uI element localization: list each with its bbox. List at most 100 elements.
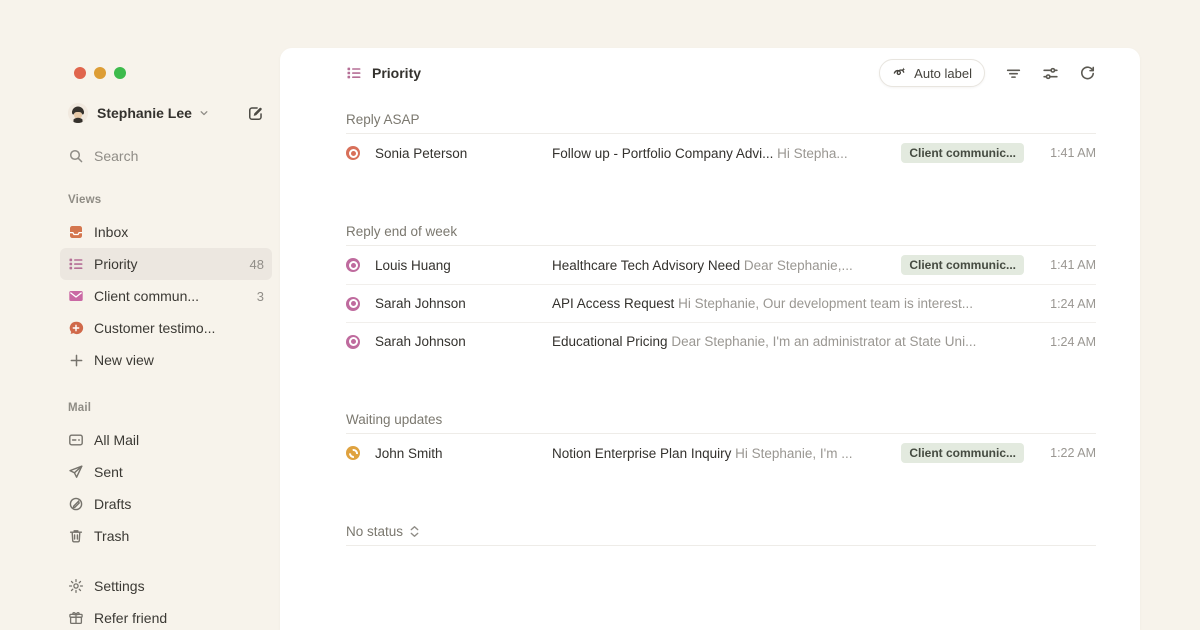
email-preview: Hi Stephanie, I'm ... — [735, 445, 853, 461]
email-preview: Dear Stephanie, I'm an administrator at … — [671, 334, 977, 349]
sidebar-footer: Settings Refer friend — [68, 570, 272, 630]
sidebar-item-label: Inbox — [94, 224, 129, 240]
chat-plus-icon — [68, 320, 84, 336]
email-sender: John Smith — [375, 445, 443, 461]
sidebar-item-drafts[interactable]: Drafts — [60, 488, 272, 520]
group-header: Reply ASAP — [346, 106, 1096, 134]
group-reply-end-of-week: Reply end of week Louis Huang Healthcare… — [346, 218, 1096, 360]
email-row[interactable]: Sarah Johnson API Access Request Hi Step… — [346, 284, 1096, 322]
email-row[interactable]: Sarah Johnson Educational Pricing Dear S… — [346, 322, 1096, 360]
sidebar-item-label: All Mail — [94, 432, 140, 448]
display-settings-icon[interactable] — [1042, 65, 1059, 82]
email-row[interactable]: Louis Huang Healthcare Tech Advisory Nee… — [346, 246, 1096, 284]
group-header[interactable]: No status — [346, 518, 1096, 546]
refresh-icon[interactable] — [1079, 65, 1096, 82]
window-controls — [74, 67, 126, 79]
expand-collapse-icon[interactable] — [409, 525, 420, 538]
workspace-switcher[interactable]: Stephanie Lee — [68, 100, 272, 126]
sidebar-item-label: Client commun... — [94, 288, 200, 304]
auto-label-wand-icon — [892, 66, 907, 81]
priority-list-icon — [68, 256, 84, 272]
status-reply-eow-icon — [346, 296, 360, 311]
auto-label-button[interactable]: Auto label — [879, 59, 985, 87]
sidebar-item-client-communication[interactable]: Client commun... 3 — [60, 280, 272, 312]
minimize-window-button[interactable] — [94, 67, 106, 79]
status-reply-asap-icon — [346, 146, 360, 160]
email-time: 1:41 AM — [1050, 258, 1096, 272]
sidebar-item-label: Settings — [94, 578, 145, 594]
sidebar-item-label: New view — [94, 352, 154, 368]
group-label: No status — [346, 524, 420, 539]
sidebar-item-trash[interactable]: Trash — [60, 520, 272, 552]
status-waiting-icon — [346, 446, 360, 460]
mail-section-label: Mail — [68, 402, 92, 414]
email-row[interactable]: John Smith Notion Enterprise Plan Inquir… — [346, 434, 1096, 472]
email-subject-preview: Educational Pricing Dear Stephanie, I'm … — [552, 334, 1024, 349]
sidebar-item-priority[interactable]: Priority 48 — [60, 248, 272, 280]
zoom-window-button[interactable] — [114, 67, 126, 79]
search-input[interactable]: Search — [68, 142, 272, 170]
sidebar-item-label: Refer friend — [94, 610, 168, 626]
email-sender: Sarah Johnson — [375, 334, 466, 349]
trash-icon — [68, 528, 84, 544]
sidebar-item-new-view[interactable]: New view — [60, 344, 272, 376]
draft-icon — [68, 496, 84, 512]
status-reply-eow-icon — [346, 334, 360, 349]
label-badge[interactable]: Client communic... — [901, 443, 1024, 463]
email-subject: Educational Pricing — [552, 334, 668, 349]
page-title: Priority — [372, 65, 422, 81]
email-subject-preview: Follow up - Portfolio Company Advi... Hi… — [552, 146, 885, 161]
sidebar-item-refer-friend[interactable]: Refer friend — [60, 602, 272, 630]
email-sender: Sarah Johnson — [375, 296, 466, 311]
envelope-icon — [68, 288, 84, 304]
gift-icon — [68, 610, 84, 626]
label-badge[interactable]: Client communic... — [901, 255, 1024, 275]
email-sender: Louis Huang — [375, 257, 451, 273]
email-time: 1:24 AM — [1050, 296, 1096, 311]
group-label: Reply ASAP — [346, 112, 420, 127]
compose-icon[interactable] — [247, 105, 264, 122]
unread-count: 48 — [249, 256, 264, 272]
email-row[interactable]: Sonia Peterson Follow up - Portfolio Com… — [346, 134, 1096, 172]
status-reply-eow-icon — [346, 258, 360, 272]
sidebar-item-sent[interactable]: Sent — [60, 456, 272, 488]
priority-list-icon — [346, 65, 362, 81]
unread-count: 3 — [256, 288, 264, 304]
all-mail-icon — [68, 432, 84, 448]
sidebar-item-all-mail[interactable]: All Mail — [60, 424, 272, 456]
filter-icon[interactable] — [1005, 65, 1022, 82]
chevron-down-icon — [199, 108, 209, 118]
plus-icon — [68, 352, 84, 368]
close-window-button[interactable] — [74, 67, 86, 79]
group-label: Reply end of week — [346, 224, 458, 239]
email-subject-preview: API Access Request Hi Stephanie, Our dev… — [552, 296, 1024, 311]
email-preview: Hi Stephanie, Our development team is in… — [678, 296, 973, 311]
sidebar-item-settings[interactable]: Settings — [60, 570, 272, 602]
list-header: Priority Auto label — [280, 48, 1140, 98]
group-no-status: No status — [346, 518, 1096, 546]
sidebar-item-customer-testimonials[interactable]: Customer testimo... — [60, 312, 272, 344]
group-header: Waiting updates — [346, 406, 1096, 434]
label-badge[interactable]: Client communic... — [901, 143, 1024, 163]
sidebar-item-label: Trash — [94, 528, 130, 544]
sidebar: Stephanie Lee Search Views Inbox Priorit… — [0, 0, 280, 630]
email-sender: Sonia Peterson — [375, 145, 468, 161]
toolbar: Auto label — [879, 59, 1096, 87]
email-preview: Hi Stepha... — [777, 145, 848, 161]
email-subject: Notion Enterprise Plan Inquiry — [552, 445, 732, 461]
email-time: 1:41 AM — [1050, 146, 1096, 160]
email-subject-preview: Notion Enterprise Plan Inquiry Hi Stepha… — [552, 446, 885, 461]
group-waiting-updates: Waiting updates John Smith Notion Enterp… — [346, 406, 1096, 472]
email-time: 1:24 AM — [1050, 334, 1096, 349]
sidebar-item-label: Priority — [94, 256, 138, 272]
email-time: 1:22 AM — [1050, 446, 1096, 460]
group-label-text: No status — [346, 524, 404, 539]
sidebar-item-inbox[interactable]: Inbox — [60, 216, 272, 248]
email-subject: Healthcare Tech Advisory Need — [552, 257, 741, 273]
auto-label-button-label: Auto label — [914, 65, 972, 81]
views-section-label: Views — [68, 194, 102, 206]
group-label: Waiting updates — [346, 412, 443, 427]
mail-list-panel: Priority Auto label Reply ASAP — [280, 48, 1140, 630]
sidebar-item-label: Sent — [94, 464, 123, 480]
email-list: Reply ASAP Sonia Peterson Follow up - Po… — [280, 106, 1140, 546]
